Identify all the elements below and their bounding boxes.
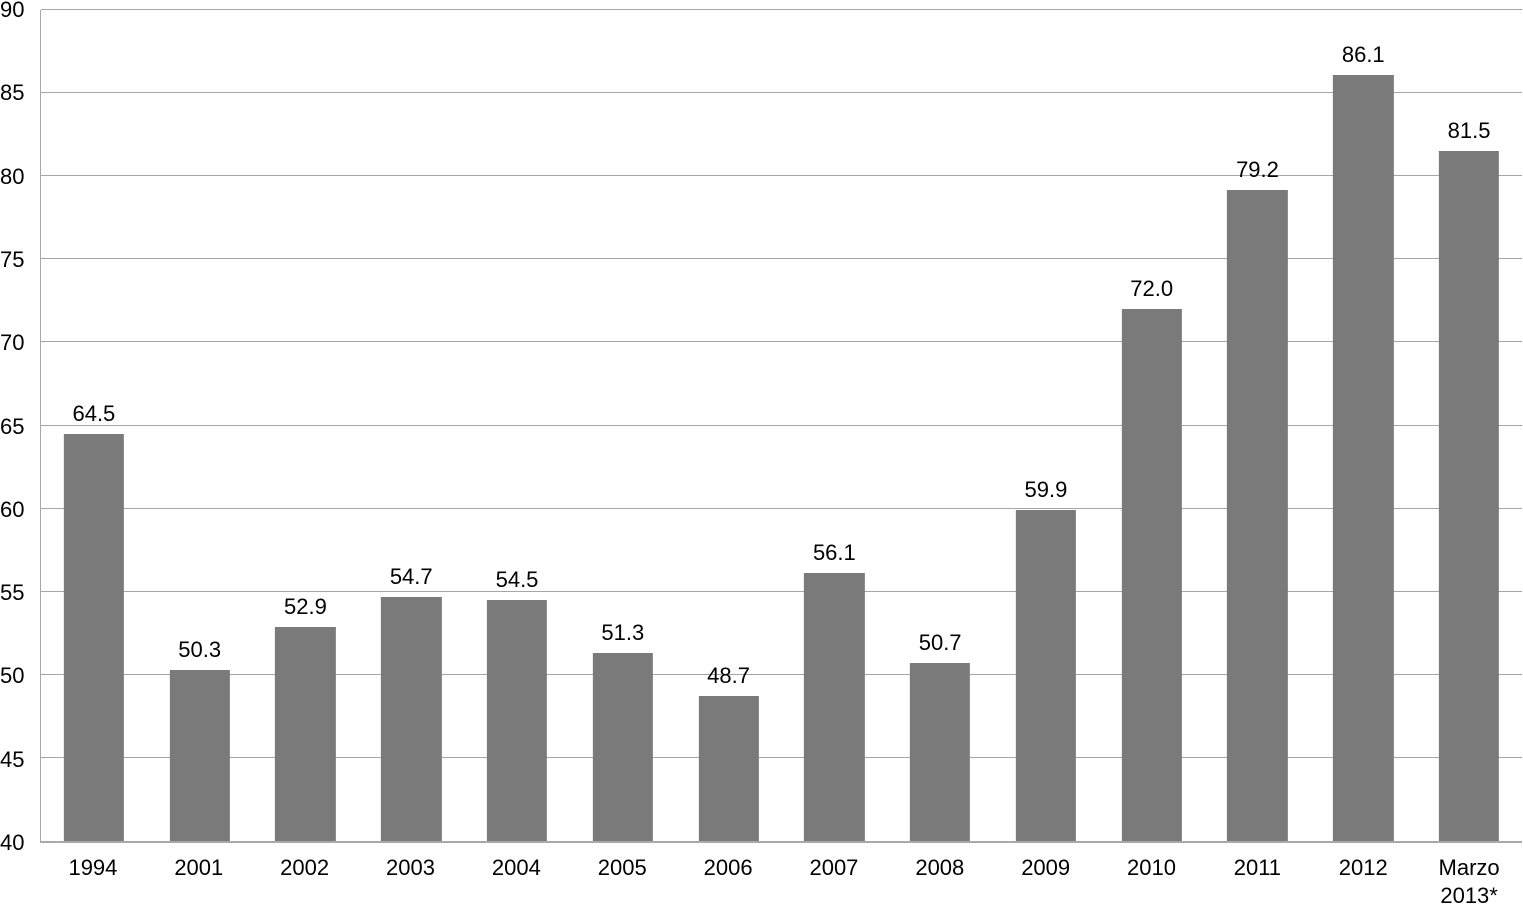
y-tick-label: 60 <box>0 496 25 522</box>
x-tick-label: 2003 <box>386 855 435 880</box>
bar-group: 64.5 <box>41 10 147 841</box>
x-tick-label: 2008 <box>915 855 965 880</box>
x-tick-label: 2002 <box>280 855 330 880</box>
x-tick-label: 2009 <box>1021 855 1071 880</box>
bar-group: 54.5 <box>464 10 570 841</box>
gridline <box>41 424 1522 426</box>
bar <box>804 573 865 841</box>
bar-value-label: 52.9 <box>284 593 327 619</box>
bar <box>592 653 653 841</box>
x-tick-label: 2007 <box>809 855 859 880</box>
bar-value-label: 59.9 <box>1024 477 1068 503</box>
x-tick-label: 2006 <box>703 855 753 880</box>
bar <box>1333 74 1394 841</box>
bar <box>698 696 759 841</box>
gridline <box>41 175 1522 177</box>
x-tick-label: 2012 <box>1338 855 1388 880</box>
y-tick-label: 45 <box>0 746 25 772</box>
bar-group: 81.5 <box>1416 10 1522 841</box>
bar <box>169 669 230 841</box>
bars-container: 64.5 50.3 52.9 54.7 54.5 51.3 48.7 56.1 50.7 59.9… <box>41 10 1522 841</box>
y-tick-label: 40 <box>0 830 25 855</box>
y-axis: 40 45 50 55 60 65 70 75 80 85 90 <box>0 0 38 907</box>
bar-group: 48.7 <box>676 10 782 841</box>
bar-value-label: 54.5 <box>495 567 539 593</box>
x-tick-label: 1994 <box>68 855 118 880</box>
bar-value-label: 51.3 <box>601 620 645 646</box>
bar-value-label: 72.0 <box>1130 276 1174 302</box>
x-tick-label: 2005 <box>597 855 647 880</box>
bar-group: 52.9 <box>253 10 359 841</box>
x-tick-label: 2001 <box>174 855 224 880</box>
bar-value-label: 86.1 <box>1341 41 1385 67</box>
plot-area: 64.5 50.3 52.9 54.7 54.5 51.3 48.7 56.1 50.7 59.9… <box>40 9 1522 843</box>
bar-group: 54.7 <box>358 10 464 841</box>
y-tick-label: 85 <box>0 80 25 106</box>
y-tick-label: 80 <box>0 163 25 189</box>
bar-value-label: 50.3 <box>178 636 222 662</box>
bar-value-label: 54.7 <box>389 563 433 589</box>
x-tick-label: 2004 <box>491 855 541 880</box>
bar-value-label: 79.2 <box>1236 156 1279 182</box>
bar <box>63 433 125 841</box>
bar <box>1015 510 1077 841</box>
y-tick-label: 90 <box>0 0 25 22</box>
bar-group: 51.3 <box>570 10 676 841</box>
bar-value-label: 50.7 <box>918 630 962 656</box>
y-tick-label: 70 <box>0 330 25 356</box>
bar-group: 50.3 <box>147 10 253 841</box>
bar-value-label: 81.5 <box>1447 118 1491 144</box>
y-tick-label: 65 <box>0 413 25 439</box>
x-axis: 1994 2001 2002 2003 2004 2005 2006 2007 2008 2009… <box>40 854 1522 910</box>
bar-value-label: 56.1 <box>812 540 856 566</box>
x-tick-label: 2011 <box>1233 855 1282 880</box>
gridline <box>41 673 1522 675</box>
bar <box>1227 189 1288 841</box>
bar <box>1438 151 1500 841</box>
bar-group: 86.1 <box>1310 10 1416 841</box>
x-tick-label: Marzo 2013* <box>1438 855 1500 908</box>
gridline <box>41 92 1522 94</box>
gridline <box>41 341 1522 343</box>
bar-group: 79.2 <box>1205 10 1311 841</box>
bar <box>486 600 548 841</box>
gridline <box>41 507 1522 509</box>
bar <box>910 663 971 841</box>
bar-group: 72.0 <box>1099 10 1205 841</box>
gridline <box>41 258 1522 260</box>
y-tick-label: 75 <box>0 246 25 272</box>
bar <box>381 596 442 841</box>
bar-value-label: 64.5 <box>72 400 116 426</box>
bar <box>275 626 336 841</box>
bar <box>1121 309 1182 841</box>
x-tick-label: 2010 <box>1127 855 1176 880</box>
gridline <box>41 590 1522 592</box>
gridline <box>41 9 1522 10</box>
bar-value-label: 48.7 <box>707 663 750 689</box>
y-tick-label: 50 <box>0 663 25 689</box>
y-tick-label: 55 <box>0 580 25 606</box>
gridline <box>41 756 1522 758</box>
bar-group: 50.7 <box>887 10 993 841</box>
bar-group: 59.9 <box>993 10 1099 841</box>
bar-group: 56.1 <box>781 10 887 841</box>
